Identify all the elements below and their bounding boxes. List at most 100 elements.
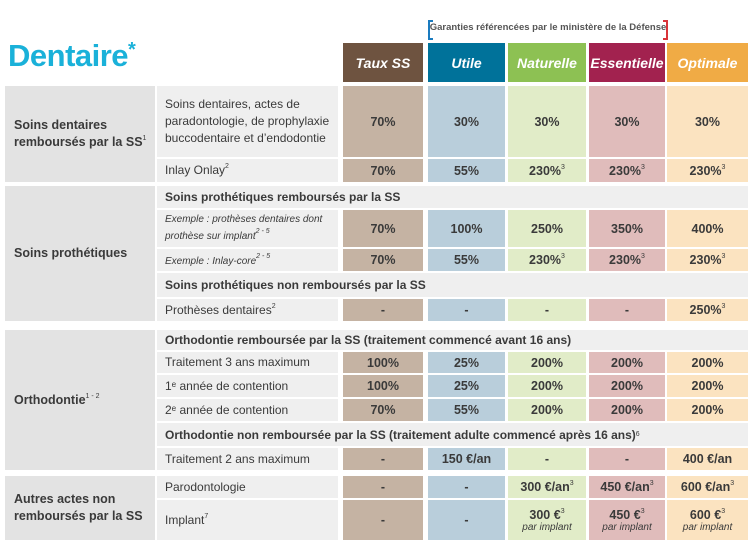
footnote-ref: 3 bbox=[721, 163, 726, 171]
section-title: Soins dentaires remboursés par la SS1 bbox=[5, 86, 155, 182]
footnote-ref: 1 - 2 bbox=[85, 392, 100, 400]
footnote-ref: 2 - 5 bbox=[255, 228, 270, 235]
value-cell-naturelle: 230%3 bbox=[508, 249, 586, 271]
value-cell-essentielle: 450 €/an3 bbox=[589, 476, 665, 498]
table-row: 2ᵉ année de contention 70% 55% 200% 200% 200% bbox=[157, 399, 748, 421]
value-cell-naturelle: 300 €/an3 bbox=[508, 476, 586, 498]
value-cell-naturelle: 200% bbox=[508, 352, 586, 373]
value-cell-optimale: 400 €/an bbox=[667, 448, 748, 470]
value-cell-optimale: 400% bbox=[667, 210, 748, 247]
table-row: Implant7- -300 €3 par implant 450 €3 par imp… bbox=[157, 500, 748, 540]
value-cell-naturelle: 30% bbox=[508, 86, 586, 157]
table-row: Exemple : Inlay-core2 - 5 70% 55% 230%3 230%… bbox=[157, 249, 748, 271]
footnote-ref: 3 bbox=[721, 507, 726, 515]
section-title: Autres actes non remboursés par la SS bbox=[5, 476, 155, 540]
value-cell-naturelle: 300 €3 par implant bbox=[508, 500, 586, 540]
footnote-ref: 3 bbox=[730, 480, 735, 487]
value-note: par implant bbox=[522, 521, 572, 533]
value-cell-utile: 25% bbox=[428, 375, 505, 397]
footnote-ref: 3 bbox=[721, 253, 726, 260]
value-cell-taux-ss: 70% bbox=[343, 159, 423, 182]
footnote-ref: 2 - 5 bbox=[256, 252, 271, 260]
footnote-ref: 3 bbox=[561, 253, 565, 260]
footnote-ref: 3 bbox=[641, 163, 645, 171]
value-cell-utile: 55% bbox=[428, 399, 505, 421]
column-header-utile: Utile bbox=[428, 43, 505, 82]
row-label: Prothèses dentaires2 bbox=[157, 299, 338, 321]
footnote-ref: 2 bbox=[271, 302, 276, 310]
value-cell-essentielle: 200% bbox=[589, 375, 665, 397]
value-cell-taux-ss: - bbox=[343, 448, 423, 470]
value-cell-taux-ss: - bbox=[343, 500, 423, 540]
value-cell-taux-ss: 70% bbox=[343, 210, 423, 247]
value-cell-taux-ss: - bbox=[343, 299, 423, 321]
column-header-optimale: Optimale bbox=[667, 43, 748, 82]
subsection-header: Soins prothétiques non remboursés par la… bbox=[157, 273, 748, 297]
row-label: Traitement 3 ans maximum bbox=[157, 352, 338, 373]
value-cell-essentielle: 200% bbox=[589, 399, 665, 421]
footnote-ref: 6 bbox=[635, 431, 640, 438]
value-cell-naturelle: - bbox=[508, 448, 586, 470]
table-row: Inlay Onlay2 70% 55% 230%3 230%3 230%3 bbox=[157, 159, 748, 182]
subsection-title: Orthodontie remboursée par la SS (traite… bbox=[157, 330, 748, 350]
column-header-essentielle: Essentielle bbox=[589, 43, 665, 82]
value-cell-naturelle: - bbox=[508, 299, 586, 321]
value-cell-naturelle: 250% bbox=[508, 210, 586, 247]
value-cell-utile: 150 €/an bbox=[428, 448, 505, 470]
table-row: Traitement 2 ans maximum -150 €/an - -400 €… bbox=[157, 448, 748, 470]
value-cell-essentielle: - bbox=[589, 448, 665, 470]
value-cell-optimale: 230%3 bbox=[667, 159, 748, 182]
value-cell-optimale: 230%3 bbox=[667, 249, 748, 271]
value-cell-optimale: 200% bbox=[667, 399, 748, 421]
section-title: Soins prothétiques bbox=[5, 186, 155, 321]
row-label: Implant7 bbox=[157, 500, 338, 540]
subsection-header: Soins prothétiques remboursés par la SS bbox=[157, 186, 748, 208]
table-row: Parodontologie - -300 €/an3 450 €/an3 600 €/… bbox=[157, 476, 748, 498]
value-cell-utile: 55% bbox=[428, 159, 505, 182]
value-cell-essentielle: 350% bbox=[589, 210, 665, 247]
value-cell-optimale: 250%3 bbox=[667, 299, 748, 321]
footnote-ref: 3 bbox=[721, 303, 726, 310]
row-label: 2ᵉ année de contention bbox=[157, 399, 338, 421]
bracket-label: Garanties référencées par le ministère d… bbox=[428, 20, 668, 40]
table-row: 1ᵉ année de contention 100% 25% 200% 200% 200… bbox=[157, 375, 748, 397]
subsection-title: Soins prothétiques remboursés par la SS bbox=[157, 186, 748, 208]
value-note: par implant bbox=[682, 521, 733, 533]
value-cell-essentielle: 30% bbox=[589, 86, 665, 157]
row-label: Exemple : Inlay-core2 - 5 bbox=[157, 249, 338, 271]
value-cell-taux-ss: 70% bbox=[343, 249, 423, 271]
value-cell-naturelle: 200% bbox=[508, 375, 586, 397]
value-cell-optimale: 200% bbox=[667, 352, 748, 373]
row-label: Inlay Onlay2 bbox=[157, 159, 338, 182]
footnote-ref: 3 bbox=[641, 253, 645, 260]
row-label: Soins dentaires, actes de paradontologie… bbox=[157, 86, 338, 157]
footnote-ref: 2 bbox=[225, 163, 229, 171]
table-row: Exemple : prothèses dentaires dont proth… bbox=[157, 210, 748, 247]
value-cell-naturelle: 230%3 bbox=[508, 159, 586, 182]
value-cell-taux-ss: 70% bbox=[343, 399, 423, 421]
value-cell-utile: - bbox=[428, 500, 505, 540]
section: Orthodontie1 - 2 Orthodontie remboursée p… bbox=[5, 330, 748, 470]
section-title: Orthodontie1 - 2 bbox=[5, 330, 155, 470]
footnote-ref: 3 bbox=[649, 480, 654, 487]
subsection-title: Soins prothétiques non remboursés par la… bbox=[157, 273, 748, 297]
value-cell-essentielle: 230%3 bbox=[589, 159, 665, 182]
page-title: Dentaire* bbox=[8, 38, 136, 73]
footnote-ref: 7 bbox=[204, 512, 209, 520]
value-cell-optimale: 30% bbox=[667, 86, 748, 157]
value-cell-utile: 55% bbox=[428, 249, 505, 271]
value-cell-utile: - bbox=[428, 476, 505, 498]
value-cell-essentielle: - bbox=[589, 299, 665, 321]
value-cell-optimale: 600 €/an3 bbox=[667, 476, 748, 498]
value-cell-taux-ss: 100% bbox=[343, 352, 423, 373]
row-label: 1ᵉ année de contention bbox=[157, 375, 338, 397]
value-cell-utile: 100% bbox=[428, 210, 505, 247]
subsection-title: Orthodontie non remboursée par la SS (tr… bbox=[157, 423, 748, 446]
value-cell-taux-ss: 100% bbox=[343, 375, 423, 397]
row-label: Parodontologie bbox=[157, 476, 338, 498]
row-label: Traitement 2 ans maximum bbox=[157, 448, 338, 470]
value-cell-optimale: 600 €3 par implant bbox=[667, 500, 748, 540]
value-cell-utile: 25% bbox=[428, 352, 505, 373]
footnote-ref: 1 bbox=[142, 135, 147, 142]
